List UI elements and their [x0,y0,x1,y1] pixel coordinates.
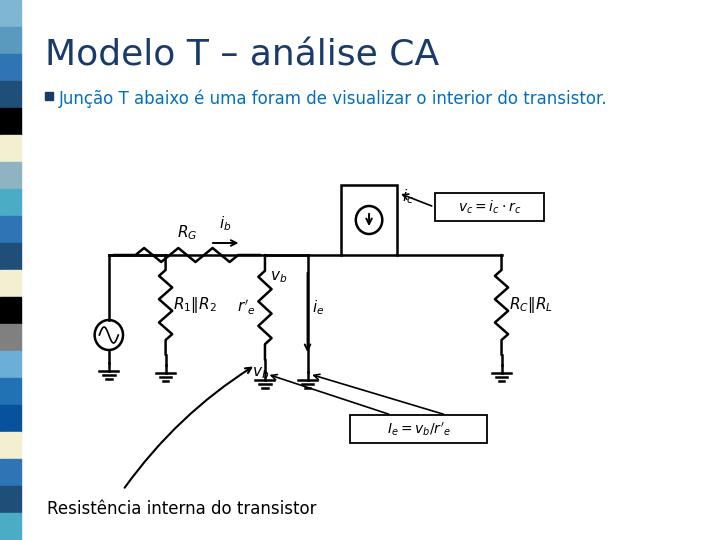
Bar [0,27,21,54]
Text: Modelo T – análise CA: Modelo T – análise CA [45,38,440,72]
Bar [0,432,21,459]
Text: $i_e$: $i_e$ [312,298,325,317]
Text: $v_b$: $v_b$ [270,269,287,285]
Bar [0,135,21,162]
Bar [0,81,21,108]
Bar [0,486,21,513]
Bar [341,185,397,255]
Bar [0,162,21,189]
Text: $R_1 \| R_2$: $R_1 \| R_2$ [174,295,217,315]
Bar [0,54,21,81]
Text: $R_G$: $R_G$ [176,224,197,242]
Text: Junção T abaixo é uma foram de visualizar o interior do transistor.: Junção T abaixo é uma foram de visualiza… [58,90,607,109]
Bar [0,216,21,243]
Text: Resistência interna do transistor: Resistência interna do transistor [48,500,317,518]
Text: $r'_e$: $r'_e$ [237,298,256,317]
Bar [0,270,21,297]
Bar [0,108,21,135]
Bar [0,297,21,324]
Bar [45,92,53,100]
Bar [0,351,21,378]
Bar [350,415,487,443]
Text: $v_b$: $v_b$ [251,365,269,381]
Text: $R_C \| R_L$: $R_C \| R_L$ [509,295,553,315]
Text: $i_c$: $i_c$ [402,187,414,206]
Text: $I_e = v_b / r'_e$: $I_e = v_b / r'_e$ [387,420,451,438]
Text: $i_b$: $i_b$ [220,214,232,233]
Bar [0,405,21,432]
Bar [0,378,21,405]
Bar [0,513,21,540]
Bar [436,193,544,221]
Text: $v_c = i_c \cdot r_c$: $v_c = i_c \cdot r_c$ [458,198,521,215]
Bar [0,0,21,27]
Bar [0,243,21,270]
Bar [0,324,21,351]
Bar [0,459,21,486]
Bar [0,189,21,216]
